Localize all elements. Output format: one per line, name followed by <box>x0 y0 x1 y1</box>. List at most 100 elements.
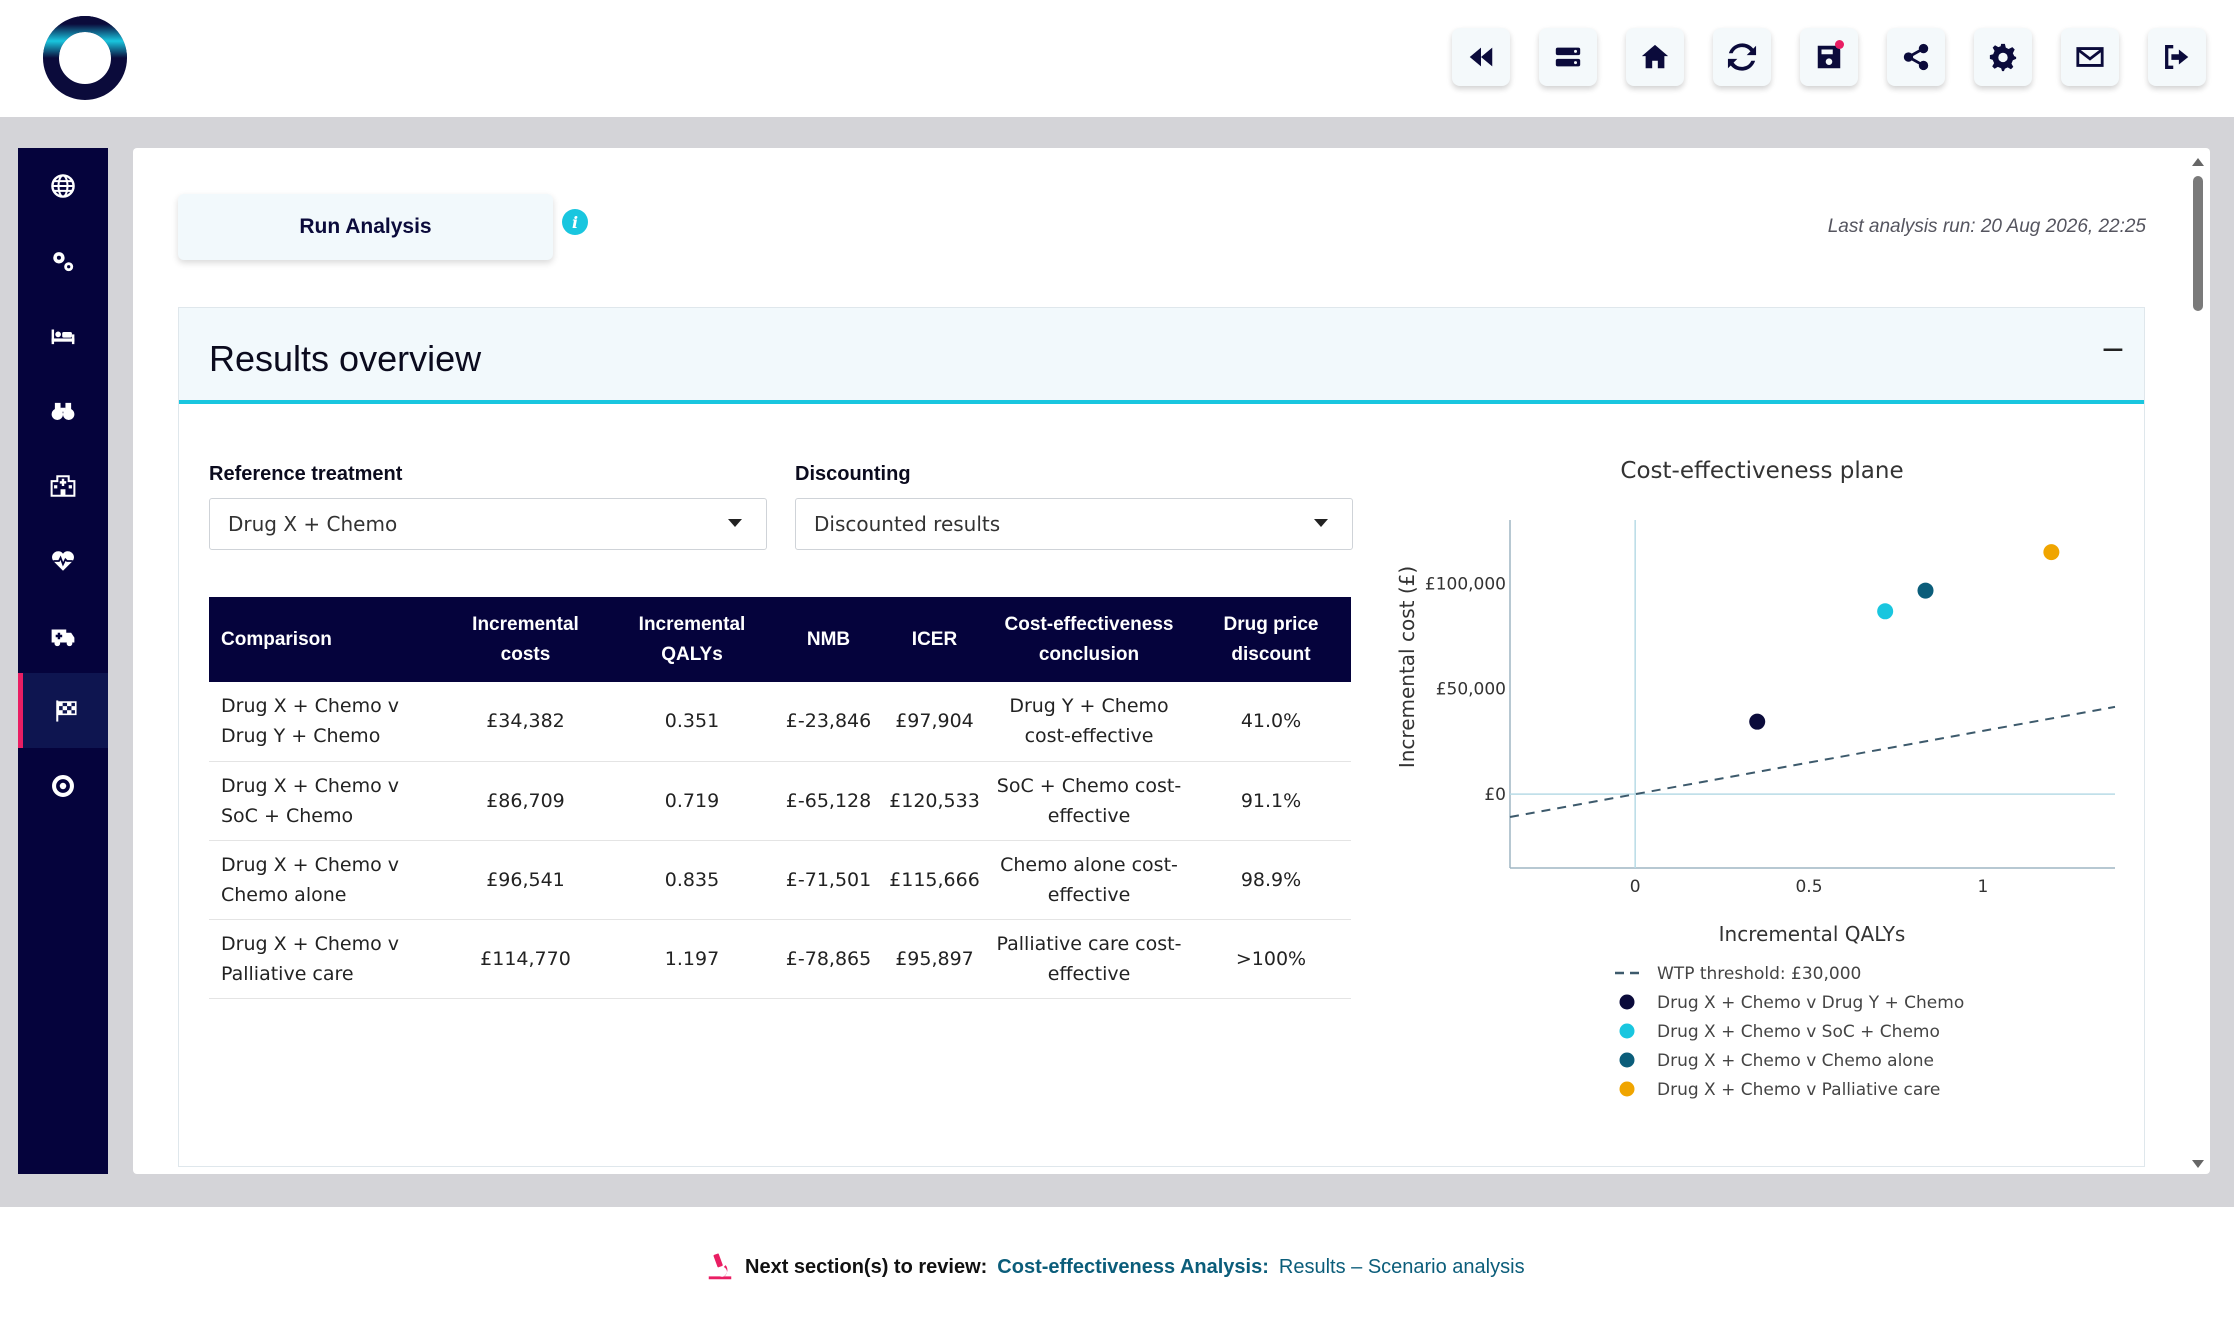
table-header-row: Comparison Incremental costs Incremental… <box>209 597 1351 682</box>
next-review-lead: Next section(s) to review: <box>745 1255 988 1278</box>
comparison-cell: Drug X + Chemo v Palliative care <box>209 919 442 999</box>
server-button[interactable] <box>1539 28 1597 86</box>
run-analysis-button[interactable]: Run Analysis <box>178 194 553 260</box>
footer: Next section(s) to review: Cost-effectiv… <box>0 1207 2234 1322</box>
next-review-subsection-link[interactable]: Results – Scenario analysis <box>1278 1255 1525 1278</box>
x-tick-label: 1 <box>1977 877 1988 897</box>
chart-title: Cost-effectiveness plane <box>1620 458 1903 484</box>
column-header: NMB <box>775 597 882 682</box>
icer-cell: £120,533 <box>882 761 987 841</box>
column-header: Cost-effectiveness conclusion <box>987 597 1191 682</box>
flag-checkered-icon <box>55 699 77 722</box>
sidebar-item-settings[interactable] <box>18 223 108 298</box>
column-header: Comparison <box>209 597 442 682</box>
sidebar-item-results[interactable] <box>18 673 108 748</box>
incremental-qalys-cell: 1.197 <box>609 919 775 999</box>
save-button[interactable] <box>1800 28 1858 86</box>
x-tick-label: 0 <box>1630 877 1641 897</box>
rewind-button[interactable] <box>1452 28 1510 86</box>
nmb-cell: £-65,128 <box>775 761 882 841</box>
wtp-threshold-line <box>1509 705 2116 818</box>
next-section-review: Next section(s) to review: Cost-effectiv… <box>705 1252 1525 1282</box>
settings-button[interactable] <box>1974 28 2032 86</box>
next-review-section-link[interactable]: Cost-effectiveness Analysis: <box>997 1255 1269 1278</box>
results-panel-header: Results overview − <box>179 308 2144 404</box>
column-header: Drug price discount <box>1191 597 1351 682</box>
y-tick-label: £0 <box>1484 785 1506 805</box>
bed-icon <box>51 329 75 344</box>
nmb-cell: £-78,865 <box>775 919 882 999</box>
globe-icon <box>51 173 75 198</box>
panel-title: Results overview <box>209 338 482 379</box>
price-discount-cell: >100% <box>1191 919 1351 999</box>
sidebar-item-transport[interactable] <box>18 598 108 673</box>
refresh-icon <box>1727 43 1757 71</box>
chevron-down-icon <box>1314 519 1328 527</box>
comparison-cell: Drug X + Chemo v SoC + Chemo <box>209 761 442 841</box>
reference-treatment-value: Drug X + Chemo <box>228 512 398 536</box>
scroll-up-arrow[interactable] <box>2192 158 2204 166</box>
microscope-icon <box>708 1253 732 1280</box>
incremental-qalys-cell: 0.719 <box>609 761 775 841</box>
app-logo <box>43 16 127 100</box>
column-header: Incremental QALYs <box>609 597 775 682</box>
data-point <box>1917 582 1934 599</box>
sidebar-item-health[interactable] <box>18 523 108 598</box>
incremental-qalys-cell: 0.351 <box>609 682 775 762</box>
x-tick-label: 0.5 <box>1795 877 1822 897</box>
legend-wtp-label: WTP threshold: £30,000 <box>1657 964 1861 984</box>
sidebar-item-help[interactable] <box>18 748 108 823</box>
hospital-icon <box>50 474 76 497</box>
incremental-costs-cell: £86,709 <box>442 761 609 841</box>
icer-cell: £95,897 <box>882 919 987 999</box>
info-icon[interactable]: i <box>562 209 588 235</box>
incremental-costs-cell: £114,770 <box>442 919 609 999</box>
collapse-button[interactable]: − <box>2100 332 2126 367</box>
table-row: Drug X + Chemo v Palliative care £114,77… <box>209 919 1351 999</box>
price-discount-cell: 91.1% <box>1191 761 1351 841</box>
column-header: ICER <box>882 597 987 682</box>
last-analysis-run: Last analysis run: 20 Aug 2026, 22:25 <box>1827 216 2146 237</box>
logout-button[interactable] <box>2148 28 2206 86</box>
incremental-costs-cell: £96,541 <box>442 840 609 920</box>
cost-effectiveness-plane-chart: Cost-effectiveness plane 0 0.5 1 £0 £50,000 £… <box>1395 458 2116 1100</box>
legend-label: Drug X + Chemo v Palliative care <box>1657 1080 1940 1100</box>
share-button[interactable] <box>1887 28 1945 86</box>
refresh-button[interactable] <box>1713 28 1771 86</box>
nmb-cell: £-23,846 <box>775 682 882 762</box>
icer-cell: £97,904 <box>882 682 987 762</box>
legend-swatch <box>1619 1081 1635 1097</box>
results-table: Comparison Incremental costs Incremental… <box>209 597 1351 999</box>
sidebar-item-globe[interactable] <box>18 148 108 223</box>
legend-swatch <box>1619 1023 1635 1039</box>
discounting-select[interactable]: Discounted results <box>795 498 1353 550</box>
mail-icon <box>2076 47 2104 67</box>
logout-icon <box>2165 45 2189 69</box>
data-point <box>1877 603 1894 620</box>
discounting-value: Discounted results <box>814 512 1001 536</box>
price-discount-cell: 41.0% <box>1191 682 1351 762</box>
scroll-thumb[interactable] <box>2193 176 2203 311</box>
app-header <box>0 0 2234 117</box>
home-button[interactable] <box>1626 28 1684 86</box>
gears-icon <box>53 251 74 271</box>
chart-legend: WTP threshold: £30,000 Drug X + Chemo v D… <box>1615 964 1964 1100</box>
discounting-label: Discounting <box>795 463 911 485</box>
sidebar-item-hospital[interactable] <box>18 448 108 523</box>
sidebar-item-inpatient[interactable] <box>18 298 108 373</box>
gear-icon <box>1989 43 2017 72</box>
save-icon <box>1817 45 1841 69</box>
legend-label: Drug X + Chemo v Chemo alone <box>1657 1051 1934 1071</box>
y-tick-label: £50,000 <box>1436 680 1506 700</box>
incremental-costs-cell: £34,382 <box>442 682 609 762</box>
column-header: Incremental costs <box>442 597 609 682</box>
sidebar-item-explore[interactable] <box>18 373 108 448</box>
vertical-scrollbar[interactable] <box>2190 158 2204 1168</box>
share-icon <box>1903 43 1929 71</box>
scroll-down-arrow[interactable] <box>2192 1160 2204 1168</box>
nmb-cell: £-71,501 <box>775 840 882 920</box>
table-row: Drug X + Chemo v Chemo alone £96,541 0.8… <box>209 840 1351 920</box>
reference-treatment-select[interactable]: Drug X + Chemo <box>209 498 767 550</box>
mail-button[interactable] <box>2061 28 2119 86</box>
legend-swatch <box>1619 1052 1635 1068</box>
